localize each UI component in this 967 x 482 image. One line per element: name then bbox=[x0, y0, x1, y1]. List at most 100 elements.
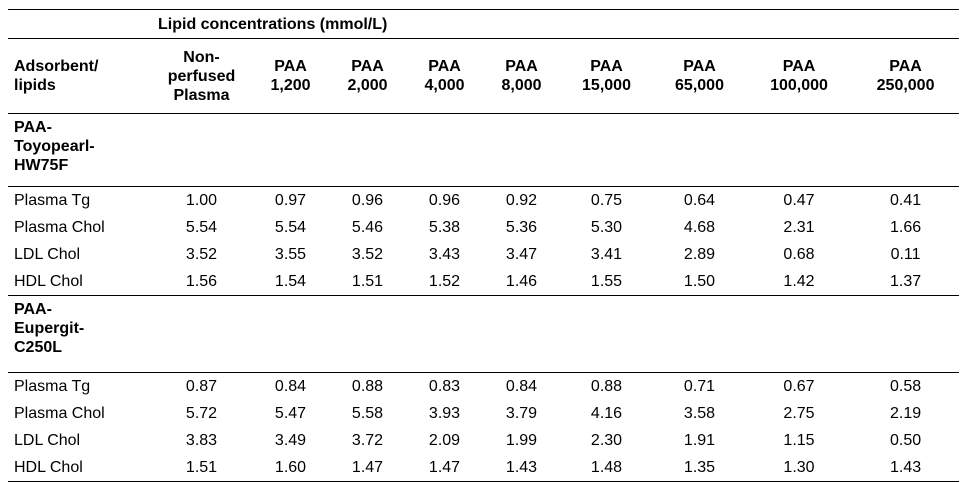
table-cell: 1.35 bbox=[653, 454, 746, 482]
table-cell: 3.93 bbox=[428, 405, 461, 422]
row-label: LDL Chol bbox=[14, 432, 81, 449]
table-cell: 2.31 bbox=[783, 219, 815, 236]
table-cell: 3.83 bbox=[185, 432, 218, 449]
table-cell: 1.47 bbox=[406, 454, 483, 482]
table-cell: 4.68 bbox=[683, 219, 716, 236]
table-cell: 0.88 bbox=[560, 372, 653, 400]
column-header: PAA 65,000 bbox=[653, 38, 746, 114]
row-label: Plasma Chol bbox=[14, 405, 105, 422]
table-row: HDL Chol 1.51 1.60 1.47 1.47 1.43 1.48 1.35 1.30… bbox=[8, 454, 960, 482]
table-cell: 3.43 bbox=[428, 246, 461, 263]
column-header: PAA 15,000 bbox=[560, 38, 653, 114]
table-cell: 0.47 bbox=[746, 186, 852, 214]
table-cell: 1.91 bbox=[683, 432, 716, 449]
section-header-row: PAA- Toyopearl- HW75F bbox=[8, 114, 959, 187]
column-header: PAA 250,000 bbox=[852, 38, 960, 114]
section-header-row: PAA- Eupergit- C250L bbox=[8, 295, 960, 373]
row-label: Plasma Tg bbox=[8, 372, 151, 400]
table-cell: 4.16 bbox=[590, 405, 623, 422]
table-cell: 5.72 bbox=[185, 405, 218, 422]
column-header: PAA 1,200 bbox=[252, 38, 329, 114]
table-cell: 2.19 bbox=[889, 405, 922, 422]
table-cell: 5.47 bbox=[274, 405, 307, 422]
table-body: PAA- Toyopearl- HW75F Plasma Tg 1.00 0.97 0.96… bbox=[8, 114, 960, 482]
table-cell: 1.60 bbox=[252, 454, 329, 482]
table-cell: 0.67 bbox=[746, 372, 852, 400]
lipid-table-container: Lipid concentrations (mmol/L) Adsorbent/… bbox=[8, 9, 960, 482]
table-cell: 3.52 bbox=[351, 246, 384, 263]
table-cell: 0.96 bbox=[406, 186, 483, 214]
table-cell: 0.84 bbox=[483, 372, 560, 400]
table-cell: 5.54 bbox=[185, 219, 218, 236]
table-cell: 0.41 bbox=[852, 186, 960, 214]
column-header: PAA 2,000 bbox=[329, 38, 406, 114]
table-cell: 0.58 bbox=[852, 372, 960, 400]
table-cell: 0.97 bbox=[252, 186, 329, 214]
column-header-row: Adsorbent/lipids Non-perfused Plasma PAA 1,2… bbox=[8, 38, 960, 114]
table-cell: 2.30 bbox=[590, 432, 623, 449]
table-cell: 0.75 bbox=[560, 186, 653, 214]
row-label: Plasma Tg bbox=[8, 186, 151, 214]
column-header: PAA 100,000 bbox=[746, 38, 852, 114]
table-cell: 1.15 bbox=[783, 432, 815, 449]
table-cell: 0.92 bbox=[483, 186, 560, 214]
table-cell: 2.09 bbox=[428, 432, 461, 449]
table-cell: 2.89 bbox=[683, 246, 716, 263]
table-cell: 0.83 bbox=[406, 372, 483, 400]
table-cell: 1.00 bbox=[151, 186, 252, 214]
table-cell: 3.47 bbox=[505, 246, 538, 263]
table-cell: 1.37 bbox=[889, 273, 922, 290]
table-cell: 5.46 bbox=[351, 219, 384, 236]
table-cell: 1.54 bbox=[274, 273, 307, 290]
table-cell: 1.56 bbox=[185, 273, 218, 290]
table-cell: 1.50 bbox=[683, 273, 716, 290]
section-title: PAA- Eupergit- C250L bbox=[8, 295, 960, 373]
table-cell: 1.30 bbox=[746, 454, 852, 482]
table-cell: 0.87 bbox=[151, 372, 252, 400]
row-label: Plasma Chol bbox=[14, 219, 105, 236]
table-cell: 1.66 bbox=[889, 219, 922, 236]
table-cell: 5.54 bbox=[274, 219, 307, 236]
table-cell: 3.55 bbox=[274, 246, 307, 263]
table-cell: 0.64 bbox=[653, 186, 746, 214]
group-header-row: Lipid concentrations (mmol/L) bbox=[8, 9, 960, 39]
table-row: LDL Chol 3.52 3.55 3.52 3.43 3.47 3.41 2.89 0.68… bbox=[8, 241, 959, 268]
row-label: LDL Chol bbox=[14, 246, 81, 263]
table-row: Plasma Chol 5.54 5.54 5.46 5.38 5.36 5.30 4.68 2… bbox=[8, 214, 959, 241]
table-cell: 0.68 bbox=[783, 246, 815, 263]
table-row: Plasma Chol 5.72 5.47 5.58 3.93 3.79 4.16 3.58 2… bbox=[8, 400, 959, 427]
table-row: LDL Chol 3.83 3.49 3.72 2.09 1.99 2.30 1.91 1.15… bbox=[8, 427, 959, 454]
table-cell: 2.75 bbox=[783, 405, 815, 422]
table-cell: 3.49 bbox=[274, 432, 307, 449]
column-header: PAA 8,000 bbox=[483, 38, 560, 114]
table-row: HDL Chol 1.56 1.54 1.51 1.52 1.46 1.55 1.50 1.42… bbox=[8, 268, 959, 296]
table-cell: 3.41 bbox=[590, 246, 623, 263]
table-cell: 0.84 bbox=[252, 372, 329, 400]
table-cell: 1.46 bbox=[505, 273, 538, 290]
table-cell: 3.52 bbox=[185, 246, 218, 263]
table-cell: 3.79 bbox=[505, 405, 538, 422]
row-label: HDL Chol bbox=[14, 273, 83, 290]
group-header-label: Lipid concentrations (mmol/L) bbox=[8, 9, 960, 39]
table-cell: 5.30 bbox=[590, 219, 623, 236]
table-cell: 1.48 bbox=[560, 454, 653, 482]
row-label: HDL Chol bbox=[8, 454, 151, 482]
table-cell: 3.72 bbox=[351, 432, 384, 449]
table-cell: 0.50 bbox=[889, 432, 922, 449]
section-title: PAA- Toyopearl- HW75F bbox=[14, 119, 95, 174]
table-cell: 5.38 bbox=[428, 219, 461, 236]
lipid-concentrations-table: Lipid concentrations (mmol/L) Adsorbent/… bbox=[8, 9, 960, 482]
table-cell: 0.88 bbox=[329, 372, 406, 400]
table-cell: 1.55 bbox=[590, 273, 623, 290]
table-cell: 1.47 bbox=[329, 454, 406, 482]
table-row: Plasma Tg 1.00 0.97 0.96 0.96 0.92 0.75 0.64 0.4… bbox=[8, 186, 960, 214]
column-header: PAA 4,000 bbox=[406, 38, 483, 114]
table-cell: 1.43 bbox=[852, 454, 960, 482]
table-cell: 1.51 bbox=[351, 273, 384, 290]
column-header: Non-perfused Plasma bbox=[151, 38, 252, 114]
column-header-adsorbent: Adsorbent/lipids bbox=[8, 38, 151, 114]
table-cell: 5.36 bbox=[505, 219, 538, 236]
table-cell: 3.58 bbox=[683, 405, 716, 422]
table-cell: 1.52 bbox=[428, 273, 461, 290]
table-cell: 1.51 bbox=[151, 454, 252, 482]
